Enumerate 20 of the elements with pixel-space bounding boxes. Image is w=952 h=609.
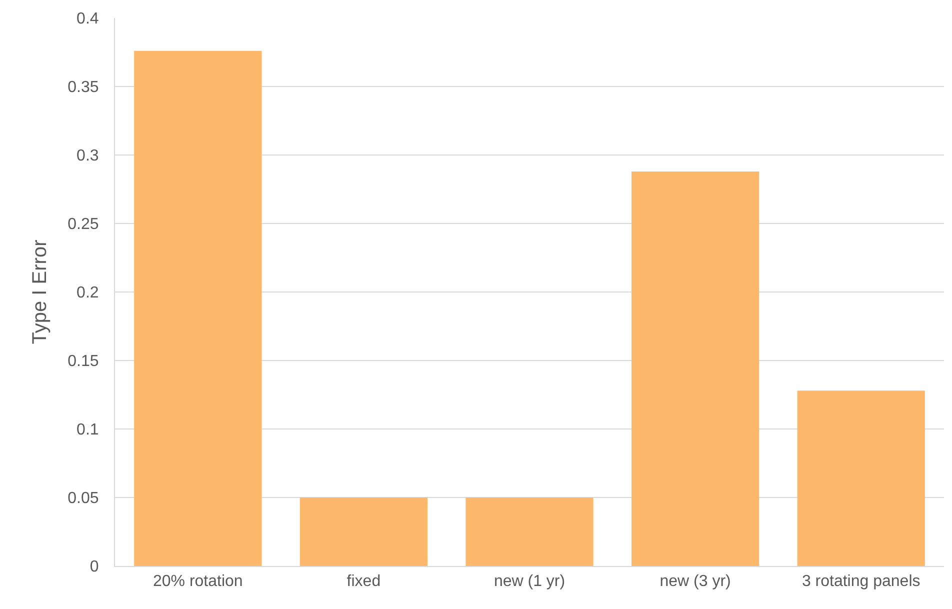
y-tick-label: 0.05 bbox=[68, 490, 99, 508]
y-tick-label: 0.2 bbox=[76, 284, 99, 302]
bar bbox=[300, 498, 428, 566]
x-tick-label: new (1 yr) bbox=[494, 573, 566, 590]
bar bbox=[466, 498, 594, 566]
x-tick-label: 20% rotation bbox=[152, 573, 243, 590]
bar bbox=[134, 50, 262, 566]
y-tick-label: 0.1 bbox=[76, 422, 99, 439]
y-axis-title: Type I Error bbox=[29, 239, 52, 344]
x-tick-label: new (3 yr) bbox=[660, 573, 731, 590]
y-tick-label: 0 bbox=[90, 558, 99, 576]
x-tick-label: fixed bbox=[346, 573, 381, 590]
bar bbox=[631, 171, 760, 566]
y-tick-label: 0.35 bbox=[68, 79, 99, 96]
y-tick-label: 0.15 bbox=[68, 353, 99, 370]
x-tick-label: 3 rotating panels bbox=[802, 573, 920, 590]
y-tick-label: 0.4 bbox=[76, 10, 99, 28]
bar bbox=[797, 390, 925, 566]
y-tick-label: 0.25 bbox=[68, 216, 99, 234]
y-tick-label: 0.3 bbox=[76, 148, 99, 165]
